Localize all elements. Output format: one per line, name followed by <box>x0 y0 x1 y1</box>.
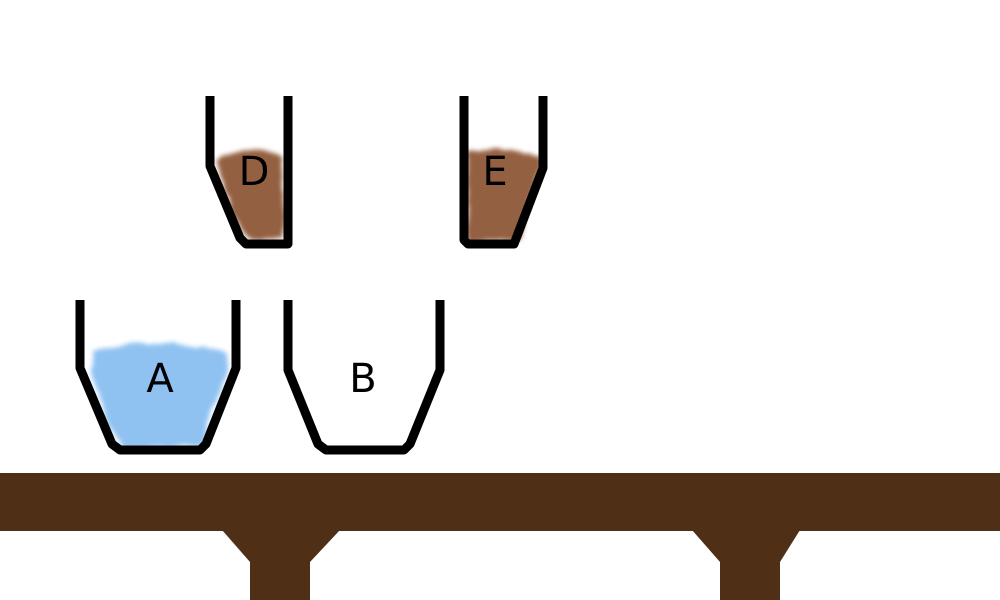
cup-e-outline <box>459 96 548 249</box>
table-top <box>0 473 1000 531</box>
cup-a: A <box>75 300 241 455</box>
cup-d-liquid <box>218 150 284 240</box>
cup-a-label: A <box>146 356 174 402</box>
table-leg-left <box>222 530 340 600</box>
cup-e-label: E <box>482 149 507 195</box>
cup-a-outline <box>75 300 241 455</box>
cup-b-label: B <box>349 356 376 402</box>
cup-d-label: D <box>239 149 270 195</box>
table <box>0 473 1000 600</box>
cup-d-outline <box>205 96 293 249</box>
table-leg-right <box>692 530 800 600</box>
cup-a-liquid <box>92 342 228 448</box>
cup-d: D <box>205 96 293 249</box>
cup-b: B <box>283 300 445 455</box>
cup-b-outline <box>283 300 445 455</box>
cup-e: E <box>459 96 548 249</box>
